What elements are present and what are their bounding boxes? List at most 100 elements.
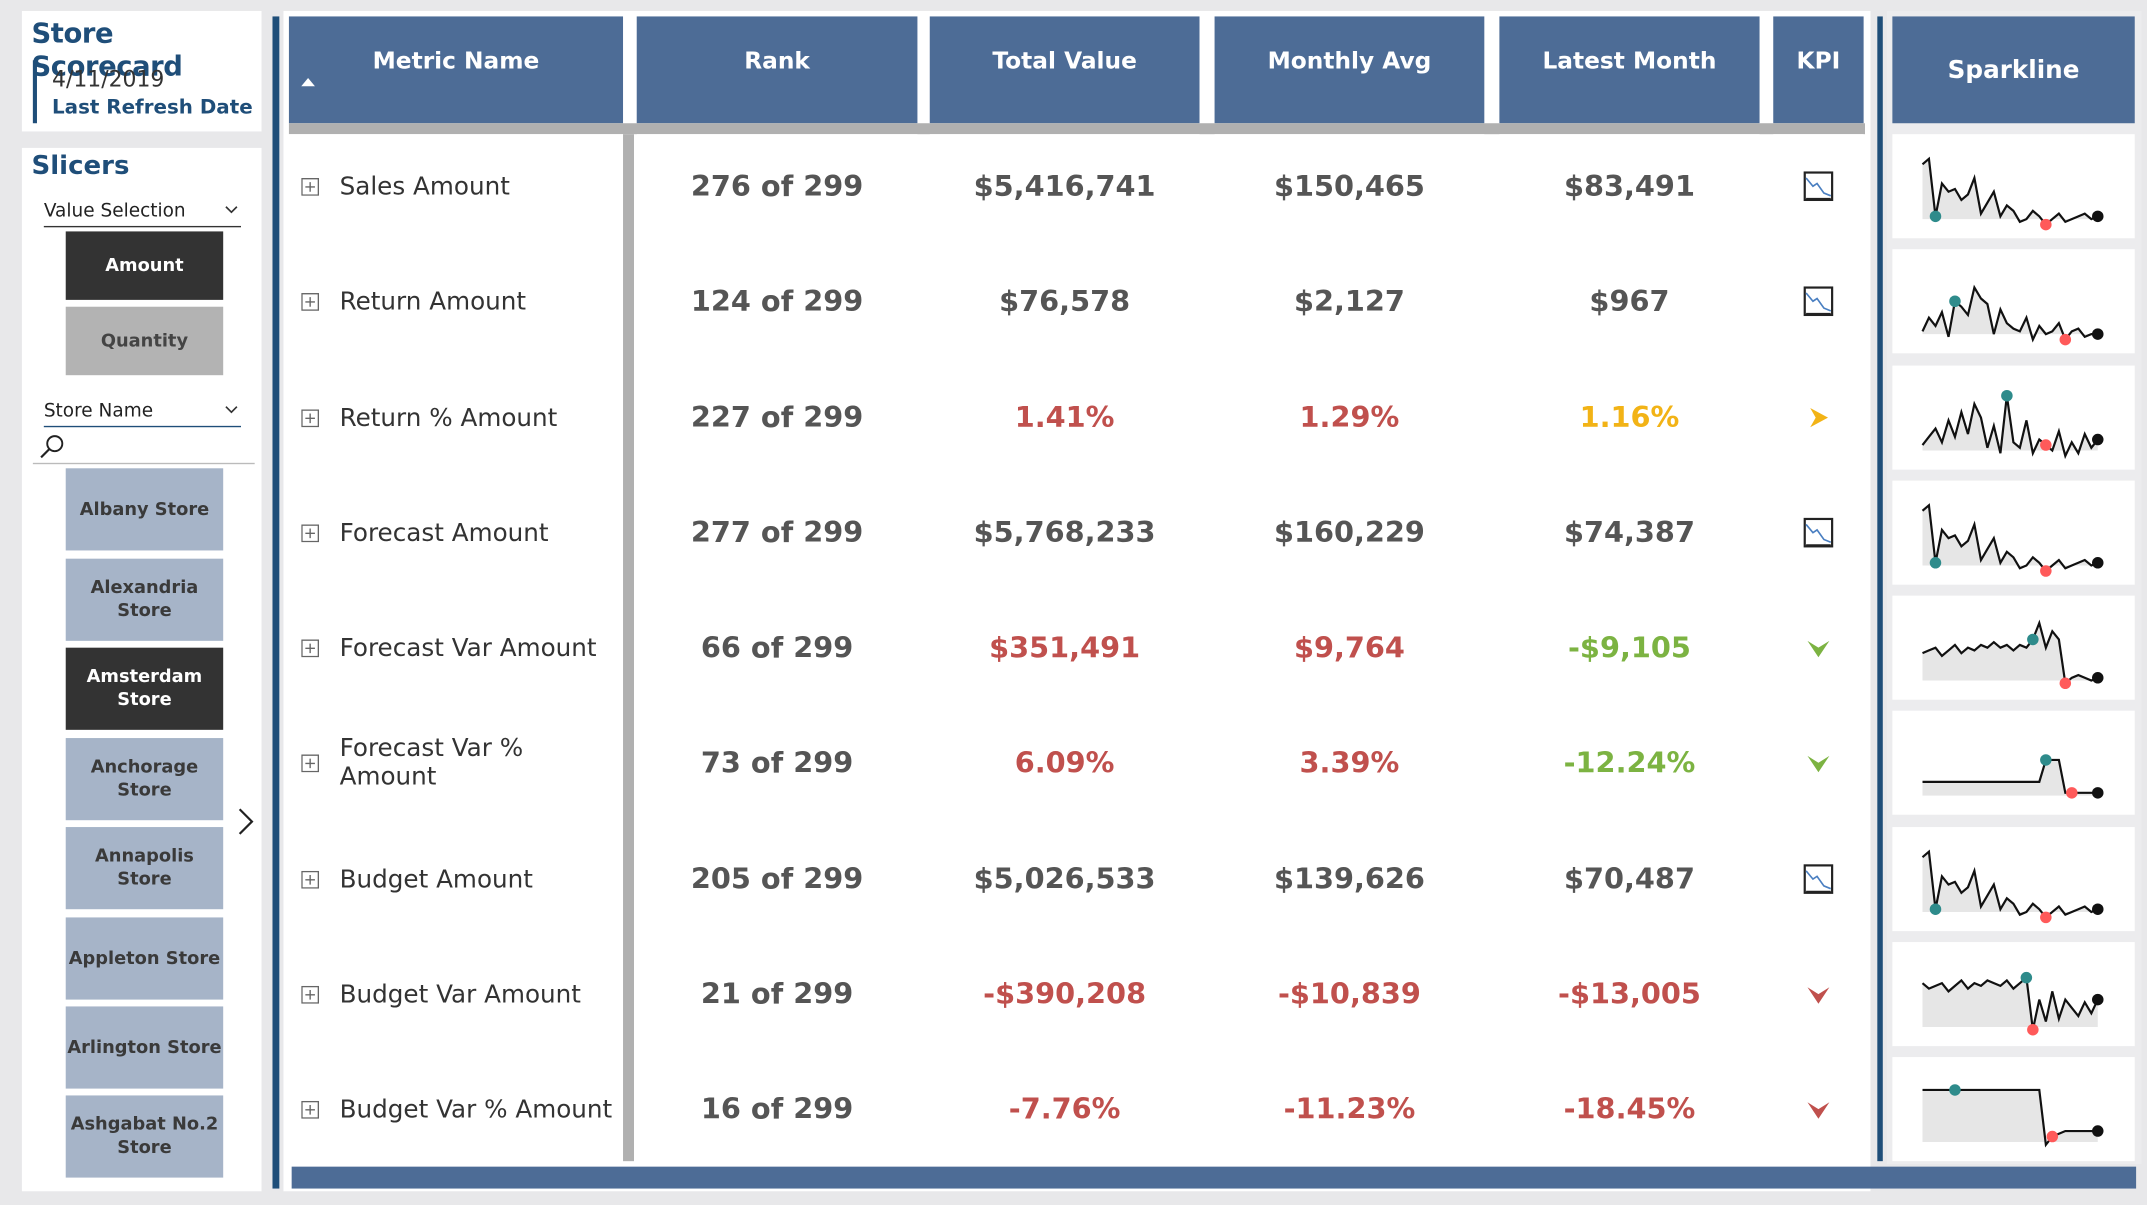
latest-month-cell: $83,491 <box>1499 134 1760 239</box>
sparkline-max-marker <box>2020 971 2033 984</box>
sparkline-min-marker <box>2040 911 2052 924</box>
latest-month-cell: -$9,105 <box>1499 595 1760 700</box>
expand-icon[interactable] <box>301 292 320 311</box>
total-value-cell: $5,768,233 <box>929 480 1200 585</box>
store-button-anchorage[interactable]: Anchorage Store <box>65 738 224 821</box>
horizontal-scrollbar[interactable] <box>291 1166 2137 1189</box>
sparkline-min-marker <box>2040 439 2052 451</box>
table-row[interactable]: Budget Amount 205 of 299 $5,026,533 $139,62… <box>288 827 1865 934</box>
arrow-right-icon <box>1810 408 1829 428</box>
latest-month-value: 1.16% <box>1579 401 1680 435</box>
search-icon[interactable] <box>38 433 65 460</box>
amount-button[interactable]: Amount <box>65 231 224 300</box>
sparkline-min-marker <box>2027 1023 2039 1036</box>
latest-month-cell: $74,387 <box>1499 480 1760 585</box>
sparkline-area <box>1922 505 2098 571</box>
sparkline-end-marker <box>2092 210 2104 223</box>
sparkline-max-marker <box>1929 903 1942 915</box>
store-button-arlington[interactable]: Arlington Store <box>65 1006 224 1089</box>
sort-ascending-icon[interactable] <box>300 77 316 88</box>
table-row[interactable]: Forecast Var Amount 66 of 299 $351,491 $9,7… <box>288 595 1865 703</box>
metric-name-cell: Budget Var Amount <box>288 942 624 1047</box>
rank-cell: 73 of 299 <box>636 710 918 815</box>
header-sparkline[interactable]: Sparkline <box>1892 16 2135 124</box>
sparkline-end-marker <box>2092 1125 2104 1137</box>
expand-icon[interactable] <box>301 638 320 657</box>
store-button-ashgabat[interactable]: Ashgabat No.2 Store <box>65 1095 224 1178</box>
table-row[interactable]: Return Amount 124 of 299 $76,578 $2,127 $967 <box>288 249 1865 356</box>
sparkline-area <box>1922 759 2098 796</box>
sparkline-cell <box>1892 134 2135 239</box>
table-row[interactable]: Budget Var Amount 21 of 299 -$390,208 -$10,… <box>288 942 1865 1049</box>
total-value-value: $76,578 <box>999 284 1131 318</box>
store-button-albany[interactable]: Albany Store <box>65 468 224 551</box>
kpi-cell <box>1773 480 1864 585</box>
latest-month-value: -$13,005 <box>1558 977 1701 1011</box>
rank-value: 21 of 299 <box>700 977 854 1011</box>
chevron-down-green-icon <box>1807 640 1830 658</box>
sparkline-line <box>1921 395 2099 460</box>
table-row[interactable]: Forecast Amount 277 of 299 $5,768,233 $160,… <box>288 480 1865 588</box>
sparkline-min-marker <box>2059 333 2072 346</box>
kpi-cell <box>1773 365 1864 470</box>
table-row[interactable]: Forecast Var % Amount 73 of 299 6.09% 3.39%… <box>288 710 1865 818</box>
rank-value: 205 of 299 <box>690 862 864 896</box>
total-value-cell: $351,491 <box>929 595 1200 700</box>
sparkline-cell <box>1892 365 2135 470</box>
monthly-avg-cell: $139,626 <box>1214 827 1485 932</box>
store-name-dropdown[interactable]: Store Name <box>43 397 241 428</box>
expand-icon[interactable] <box>301 1100 320 1119</box>
table-row[interactable]: Sales Amount 276 of 299 $5,416,741 $150,465… <box>288 134 1865 241</box>
monthly-avg-value: $139,626 <box>1273 862 1425 896</box>
latest-month-value: $967 <box>1589 284 1670 318</box>
header-label: KPI <box>1796 47 1841 76</box>
metric-name-cell: Budget Amount <box>288 827 624 932</box>
sparkline-area <box>1922 851 2098 918</box>
store-button-amsterdam[interactable]: Amsterdam Store <box>65 647 224 730</box>
store-button-annapolis[interactable]: Annapolis Store <box>65 827 224 910</box>
sparkline-cell <box>1892 710 2135 815</box>
header-total-value[interactable]: Total Value <box>929 16 1200 124</box>
sparkline-min-marker <box>2066 787 2078 799</box>
header-latest-month[interactable]: Latest Month <box>1499 16 1760 124</box>
total-value-cell: $5,416,741 <box>929 134 1200 239</box>
expand-icon[interactable] <box>301 523 320 542</box>
monthly-avg-value: $9,764 <box>1293 631 1405 665</box>
latest-month-cell: -12.24% <box>1499 710 1760 815</box>
expand-icon[interactable] <box>301 177 320 196</box>
latest-month-value: -$9,105 <box>1567 631 1691 665</box>
sparkline-line <box>1921 156 2099 227</box>
chevron-right-icon[interactable] <box>234 805 256 838</box>
table-row[interactable]: Return % Amount 227 of 299 1.41% 1.29% 1.16% <box>288 365 1865 473</box>
expand-icon[interactable] <box>301 870 320 888</box>
total-value-cell: -$390,208 <box>929 942 1200 1047</box>
monthly-avg-cell: $2,127 <box>1214 249 1485 354</box>
value-selection-dropdown[interactable]: Value Selection <box>43 197 241 228</box>
store-button-alexandria[interactable]: Alexandria Store <box>65 558 224 641</box>
value-selection-label: Value Selection <box>43 199 186 222</box>
sparkline-accent-bar <box>1877 16 1883 1162</box>
rank-value: 276 of 299 <box>690 169 864 203</box>
header-rank[interactable]: Rank <box>636 16 918 124</box>
header-label: Total Value <box>992 47 1137 76</box>
sparkline-end-marker <box>2092 903 2104 915</box>
rank-value: 66 of 299 <box>700 631 854 665</box>
rank-value: 16 of 299 <box>700 1092 854 1126</box>
expand-icon[interactable] <box>301 753 320 772</box>
expand-icon[interactable] <box>301 408 320 427</box>
store-button-appleton[interactable]: Appleton Store <box>65 917 224 1000</box>
expand-icon[interactable] <box>301 985 320 1004</box>
table-row[interactable]: Budget Var % Amount 16 of 299 -7.76% -11.23… <box>288 1057 1865 1164</box>
monthly-avg-cell: $150,465 <box>1214 134 1485 239</box>
rank-cell: 21 of 299 <box>636 942 918 1047</box>
quantity-button[interactable]: Quantity <box>65 306 224 376</box>
header-metric-name[interactable]: Metric Name <box>288 16 624 124</box>
header-monthly-avg[interactable]: Monthly Avg <box>1214 16 1485 124</box>
sparkline-chart <box>1922 754 2104 799</box>
sparkline-chart <box>1921 503 2104 577</box>
metric-name: Forecast Var Amount <box>339 633 597 663</box>
header-kpi[interactable]: KPI <box>1773 16 1864 124</box>
latest-month-cell: $70,487 <box>1499 827 1760 932</box>
latest-month-cell: $967 <box>1499 249 1760 354</box>
metric-name-cell: Budget Var % Amount <box>288 1057 624 1162</box>
